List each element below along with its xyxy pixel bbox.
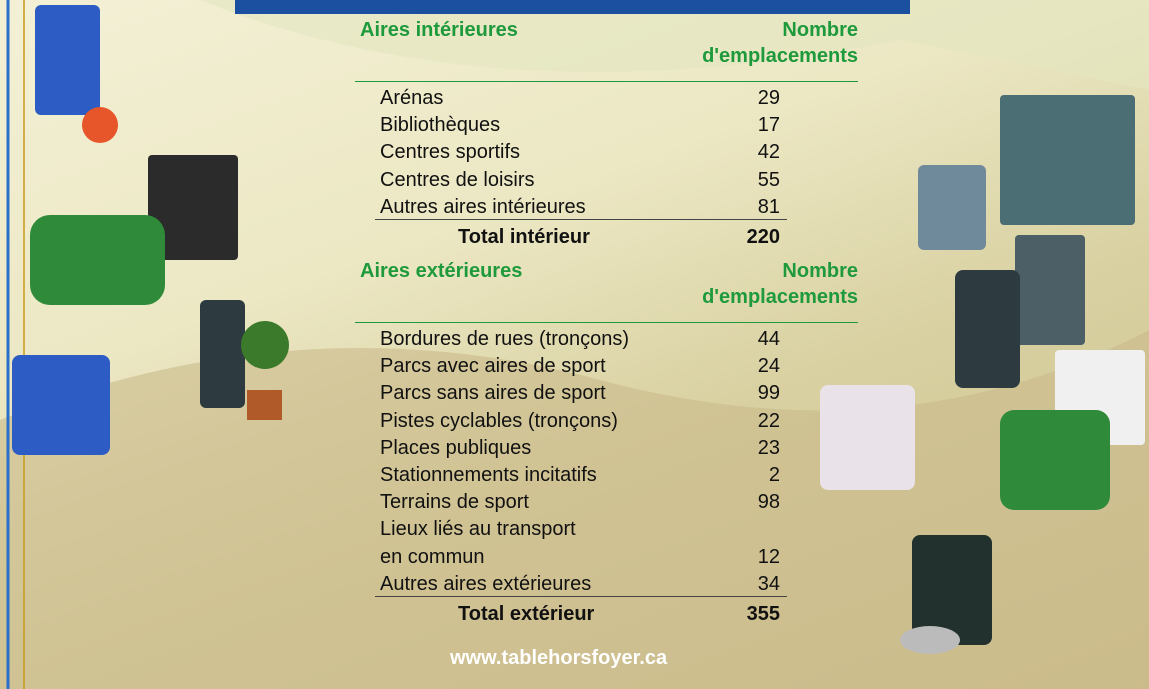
row-label: Parcs avec aires de sport <box>380 356 606 376</box>
row-count: 22 <box>700 411 780 431</box>
row-label: Autres aires extérieures <box>380 574 591 594</box>
total-count: 220 <box>700 227 780 247</box>
page: www.tablehorsfoyer.ca Aires intérieures N… <box>0 0 1149 689</box>
row-count: 34 <box>700 574 780 594</box>
total-label: Total intérieur <box>458 227 590 247</box>
row-label: Centres de loisirs <box>380 170 535 190</box>
row-label: Terrains de sport <box>380 492 529 512</box>
row-count: 55 <box>700 170 780 190</box>
row-count: 23 <box>700 438 780 458</box>
count-heading: d'emplacements <box>702 287 858 307</box>
row-count: 42 <box>700 142 780 162</box>
row-label: Bibliothèques <box>380 115 500 135</box>
row-count: 2 <box>700 465 780 485</box>
row-label: Arénas <box>380 88 443 108</box>
rule <box>355 322 858 323</box>
total-count: 355 <box>700 604 780 624</box>
row-count: 98 <box>700 492 780 512</box>
row-count: 12 <box>700 547 780 567</box>
row-count: 81 <box>700 197 780 217</box>
row-label: Stationnements incitatifs <box>380 465 597 485</box>
row-count: 44 <box>700 329 780 349</box>
row-count: 99 <box>700 383 780 403</box>
row-label: Bordures de rues (tronçons) <box>380 329 629 349</box>
row-label: Lieux liés au transport <box>380 519 576 539</box>
footer-url: www.tablehorsfoyer.ca <box>450 648 667 668</box>
count-heading: Nombre <box>782 261 858 281</box>
row-count: 24 <box>700 356 780 376</box>
rule <box>375 596 787 597</box>
row-label: Autres aires intérieures <box>380 197 586 217</box>
total-label: Total extérieur <box>458 604 594 624</box>
row-count: 17 <box>700 115 780 135</box>
row-label: en commun <box>380 547 485 567</box>
count-heading: Nombre <box>782 20 858 40</box>
section-heading: Aires intérieures <box>360 20 518 40</box>
row-label: Parcs sans aires de sport <box>380 383 606 403</box>
row-label: Pistes cyclables (tronçons) <box>380 411 618 431</box>
rule <box>355 81 858 82</box>
row-count: 29 <box>700 88 780 108</box>
row-label: Places publiques <box>380 438 531 458</box>
row-label: Centres sportifs <box>380 142 520 162</box>
rule <box>375 219 787 220</box>
section-heading: Aires extérieures <box>360 261 522 281</box>
count-heading: d'emplacements <box>702 46 858 66</box>
